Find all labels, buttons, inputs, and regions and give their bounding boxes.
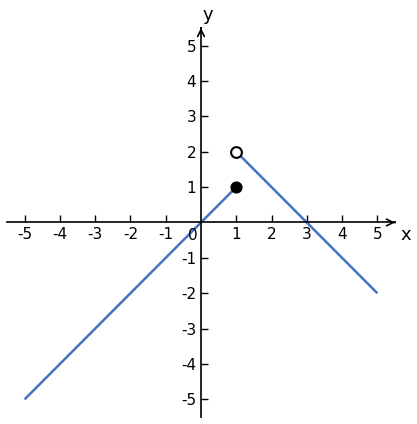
- Text: y: y: [203, 6, 214, 24]
- Text: x: x: [400, 226, 411, 244]
- Point: [233, 184, 240, 190]
- Text: 0: 0: [188, 229, 198, 243]
- Point: [233, 148, 240, 155]
